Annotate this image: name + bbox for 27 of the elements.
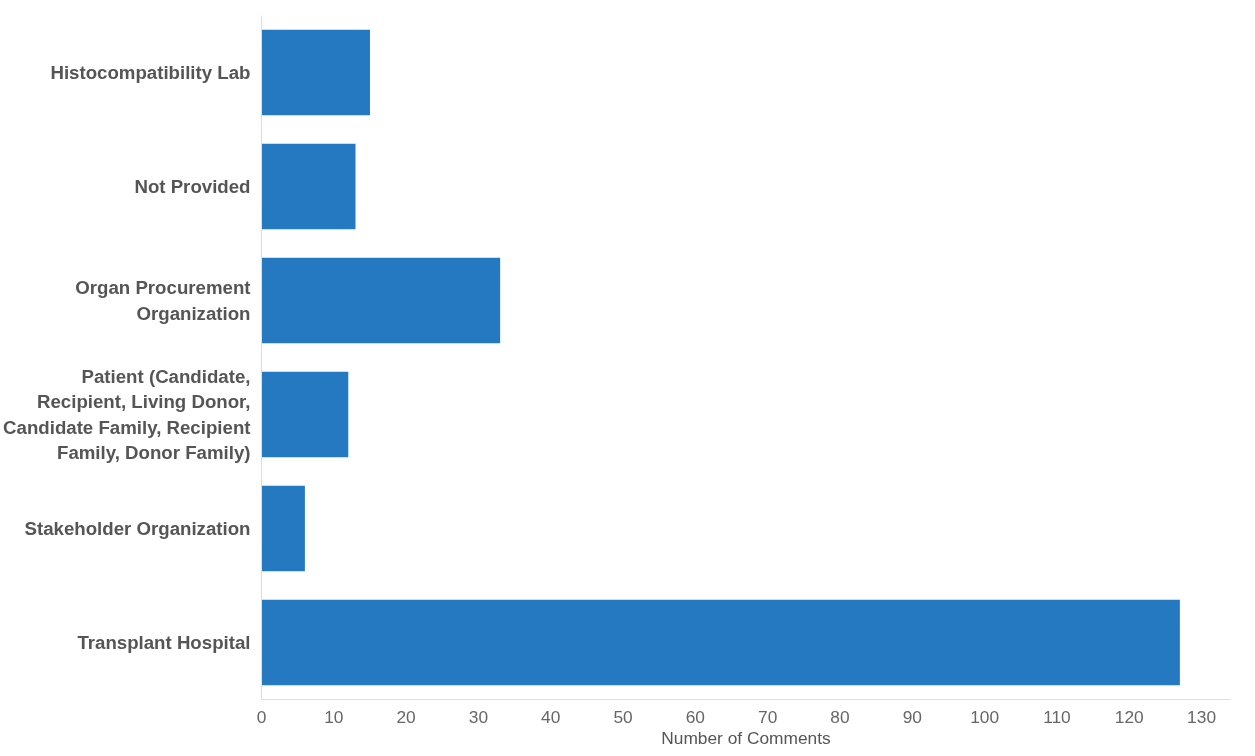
x-tick-label: 10 — [324, 706, 344, 727]
y-tick-label: Transplant Hospital — [77, 632, 251, 653]
x-tick-label: 50 — [613, 706, 633, 727]
bar — [261, 257, 501, 344]
x-tick-label: 130 — [1187, 706, 1217, 727]
x-tick-label: 30 — [468, 706, 489, 727]
x-axis-title: Number of Comments — [661, 727, 832, 748]
y-tick-label: Organ Procurement Organization — [75, 277, 251, 324]
x-tick-label: 20 — [396, 706, 416, 727]
x-tick-label: 110 — [1043, 706, 1071, 727]
bar — [261, 485, 305, 572]
bar — [261, 599, 1180, 686]
x-tick-label: 80 — [830, 706, 850, 727]
x-tick-label: 60 — [685, 706, 706, 727]
x-tick-label: 90 — [902, 706, 922, 727]
y-tick-label: Patient (Candidate, Recipient, Living Donor, Candidate Family, Recipient Family, Donor Family) — [3, 366, 251, 463]
x-tick-label: 100 — [970, 706, 1000, 727]
bar — [261, 371, 349, 458]
y-tick-label: Not Provided — [134, 176, 251, 197]
x-tick-label: 0 — [256, 706, 267, 727]
y-tick-label: Stakeholder Organization — [24, 518, 251, 539]
x-tick-label: 70 — [758, 706, 778, 727]
bar — [261, 143, 356, 230]
x-tick-label: 120 — [1114, 706, 1144, 727]
x-tick-label: 40 — [541, 706, 561, 727]
y-tick-label: Histocompatibility Lab — [50, 62, 251, 83]
bar — [261, 29, 370, 116]
